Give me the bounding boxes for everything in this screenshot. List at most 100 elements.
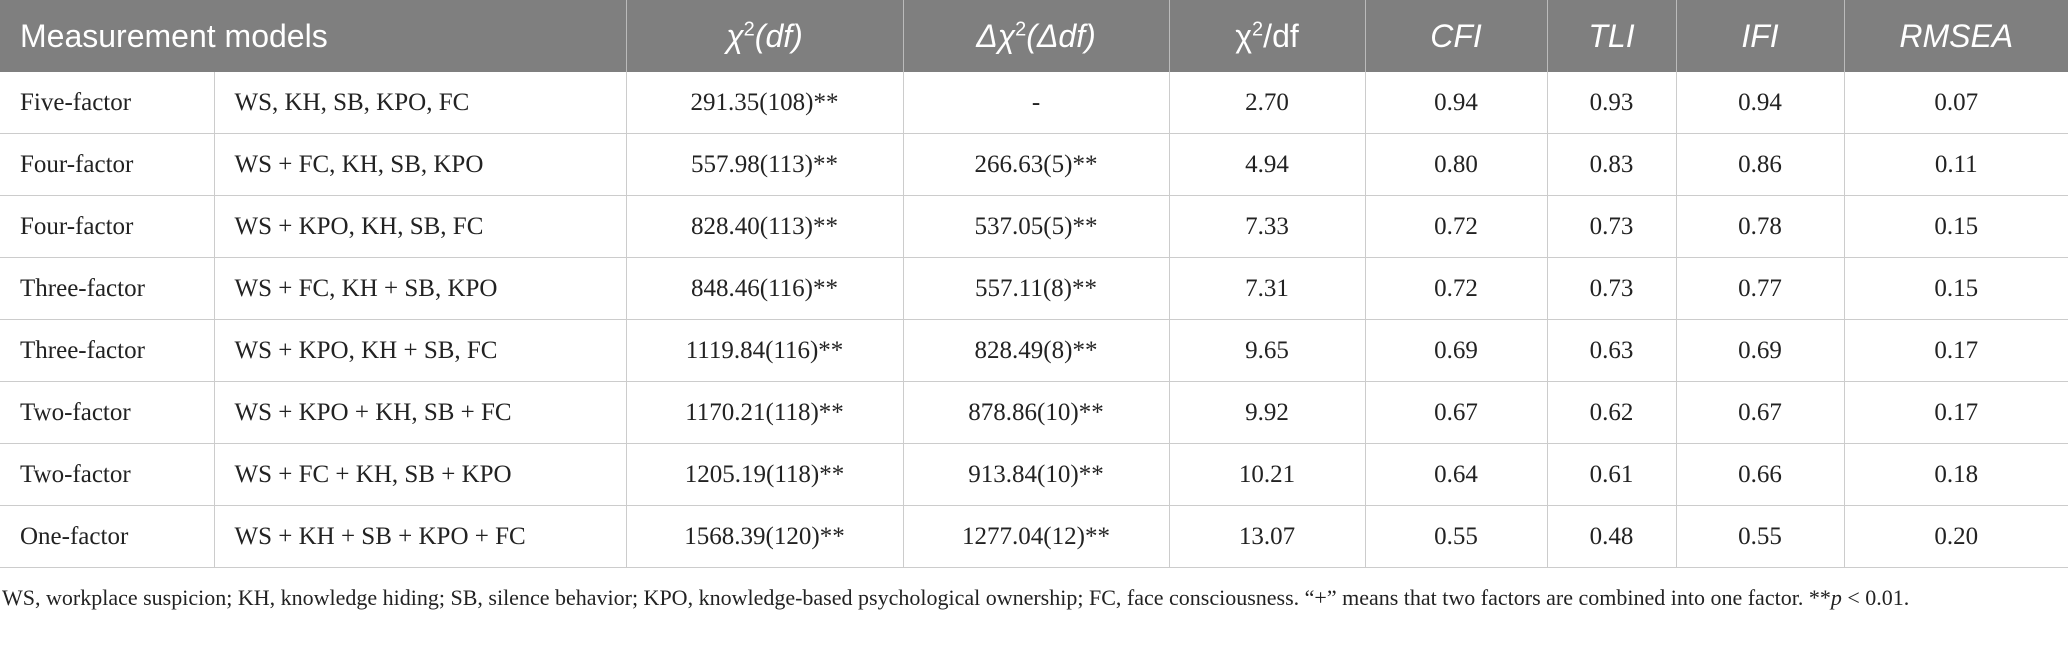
header-sup: 2 — [1252, 17, 1264, 40]
header-cell: Measurement models — [0, 0, 627, 72]
table-cell: 0.93 — [1547, 72, 1677, 134]
table-cell: 0.77 — [1676, 257, 1845, 320]
table-cell: 7.31 — [1169, 257, 1366, 320]
table-cell: 1170.21(118)** — [626, 381, 904, 444]
table-cell: 266.63(5)** — [903, 133, 1170, 196]
footnote: WS, workplace suspicion; KH, knowledge h… — [0, 568, 2068, 614]
header-cell: IFI — [1676, 0, 1845, 72]
table-cell: WS, KH, SB, KPO, FC — [214, 72, 627, 134]
table-cell: 0.86 — [1676, 133, 1845, 196]
table-cell: 0.55 — [1365, 505, 1548, 568]
footnote-italic: p — [1830, 585, 1842, 610]
table-cell: 0.67 — [1676, 381, 1845, 444]
table-cell: 557.98(113)** — [626, 133, 904, 196]
header-cell: χ2(df) — [626, 0, 904, 72]
table-cell: 7.33 — [1169, 195, 1366, 258]
table-cell: 0.17 — [1844, 381, 2068, 444]
table-cell: Four-factor — [0, 195, 215, 258]
table-row: Three-factor WS + FC, KH + SB, KPO 848.46(… — [0, 257, 2068, 320]
table-cell: 0.48 — [1547, 505, 1677, 568]
header-base: χ — [1235, 17, 1253, 54]
table-body: Five-factor WS, KH, SB, KPO, FC 291.35(108… — [0, 72, 2068, 568]
table-cell: 0.69 — [1676, 319, 1845, 382]
header-cell: TLI — [1547, 0, 1677, 72]
header-base: χ — [726, 17, 744, 54]
table-cell: Two-factor — [0, 381, 215, 444]
results-table: Measurement models χ2(df) Δχ2(Δdf) χ2/df CFI… — [0, 0, 2068, 568]
table-cell: 291.35(108)** — [626, 72, 904, 134]
footnote-rest: < 0.01. — [1841, 585, 1910, 610]
table-cell: 0.11 — [1844, 133, 2068, 196]
table-cell: 848.46(116)** — [626, 257, 904, 320]
table-cell: WS + KH + SB + KPO + FC — [214, 505, 627, 568]
table-cell: 913.84(10)** — [903, 443, 1170, 506]
table-cell: One-factor — [0, 505, 215, 568]
table-cell: 4.94 — [1169, 133, 1366, 196]
table-cell: 0.18 — [1844, 443, 2068, 506]
table-row: Two-factor WS + KPO + KH, SB + FC 1170.21(… — [0, 381, 2068, 444]
table-cell: 557.11(8)** — [903, 257, 1170, 320]
table-cell: WS + FC + KH, SB + KPO — [214, 443, 627, 506]
table-cell: 828.49(8)** — [903, 319, 1170, 382]
table-cell: 2.70 — [1169, 72, 1366, 134]
table-cell: 9.65 — [1169, 319, 1366, 382]
table-cell: WS + FC, KH, SB, KPO — [214, 133, 627, 196]
table-cell: 10.21 — [1169, 443, 1366, 506]
table-row: Three-factor WS + KPO, KH + SB, FC 1119.84… — [0, 319, 2068, 382]
table-cell: 13.07 — [1169, 505, 1366, 568]
table-cell: 878.86(10)** — [903, 381, 1170, 444]
table-cell: 9.92 — [1169, 381, 1366, 444]
table-cell: 828.40(113)** — [626, 195, 904, 258]
header-rest: (Δdf) — [1026, 17, 1096, 54]
table-cell: WS + KPO + KH, SB + FC — [214, 381, 627, 444]
table-cell: 0.80 — [1365, 133, 1548, 196]
table-cell: 0.94 — [1676, 72, 1845, 134]
footnote-text: WS, workplace suspicion; KH, knowledge h… — [2, 585, 1831, 610]
table-cell: 0.15 — [1844, 195, 2068, 258]
table-cell: Two-factor — [0, 443, 215, 506]
header-sup: 2 — [1015, 17, 1027, 40]
table-cell: 0.67 — [1365, 381, 1548, 444]
table-cell: 0.72 — [1365, 257, 1548, 320]
table-cell: 0.78 — [1676, 195, 1845, 258]
table-cell: Five-factor — [0, 72, 215, 134]
table-row: Five-factor WS, KH, SB, KPO, FC 291.35(108… — [0, 72, 2068, 134]
table-cell: 0.63 — [1547, 319, 1677, 382]
table-row: Four-factor WS + FC, KH, SB, KPO 557.98(11… — [0, 133, 2068, 196]
header-row: Measurement models χ2(df) Δχ2(Δdf) χ2/df CFI… — [0, 0, 2068, 72]
table-cell: 0.73 — [1547, 195, 1677, 258]
table-cell: 0.20 — [1844, 505, 2068, 568]
header-cell: Δχ2(Δdf) — [903, 0, 1170, 72]
table-cell: Three-factor — [0, 319, 215, 382]
table-cell: Three-factor — [0, 257, 215, 320]
table-cell: WS + KPO, KH, SB, FC — [214, 195, 627, 258]
header-cell: RMSEA — [1844, 0, 2068, 72]
table-cell: 0.55 — [1676, 505, 1845, 568]
table-cell: 0.62 — [1547, 381, 1677, 444]
header-rest: /df — [1263, 17, 1299, 54]
table-cell: 0.17 — [1844, 319, 2068, 382]
table-cell: - — [903, 72, 1170, 134]
table-cell: 1277.04(12)** — [903, 505, 1170, 568]
table-cell: 1205.19(118)** — [626, 443, 904, 506]
table-cell: 0.64 — [1365, 443, 1548, 506]
table-row: Four-factor WS + KPO, KH, SB, FC 828.40(11… — [0, 195, 2068, 258]
table-row: Two-factor WS + FC + KH, SB + KPO 1205.19(… — [0, 443, 2068, 506]
header-cell: χ2/df — [1169, 0, 1366, 72]
table-cell: 0.15 — [1844, 257, 2068, 320]
table-cell: 1568.39(120)** — [626, 505, 904, 568]
table-cell: WS + FC, KH + SB, KPO — [214, 257, 627, 320]
header-cell: CFI — [1365, 0, 1548, 72]
table-cell: 0.07 — [1844, 72, 2068, 134]
table-cell: 1119.84(116)** — [626, 319, 904, 382]
header-rest: (df) — [754, 17, 803, 54]
header-base: Δχ — [976, 17, 1016, 54]
table-cell: 0.61 — [1547, 443, 1677, 506]
table-cell: 0.94 — [1365, 72, 1548, 134]
table-cell: 537.05(5)** — [903, 195, 1170, 258]
table-cell: 0.69 — [1365, 319, 1548, 382]
table-cell: 0.73 — [1547, 257, 1677, 320]
table-cell: 0.66 — [1676, 443, 1845, 506]
header-sup: 2 — [743, 17, 755, 40]
